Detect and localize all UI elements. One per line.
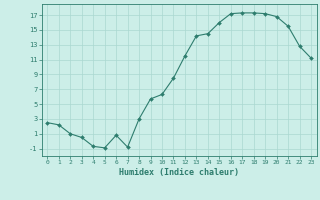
X-axis label: Humidex (Indice chaleur): Humidex (Indice chaleur) <box>119 168 239 177</box>
